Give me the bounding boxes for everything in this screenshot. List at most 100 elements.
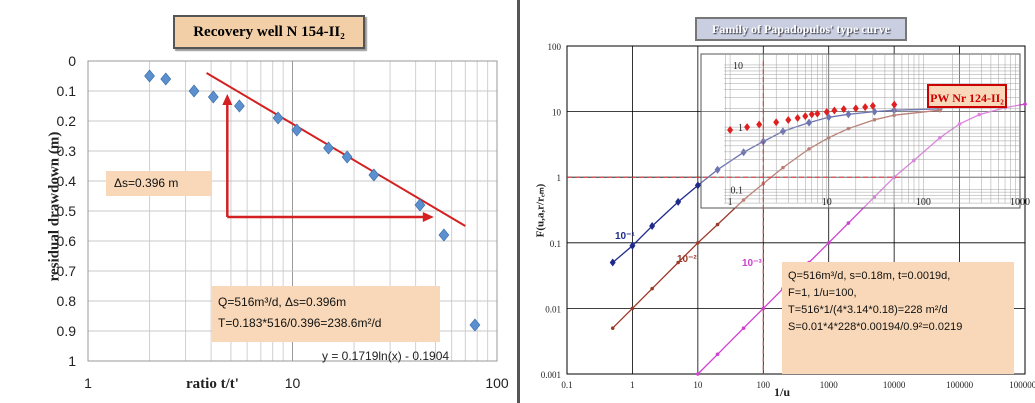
curve-point <box>977 112 982 117</box>
curve-point <box>694 181 701 190</box>
curve-point <box>761 306 766 311</box>
data-point <box>207 90 219 104</box>
curve-point <box>715 352 720 357</box>
inset-data-point <box>785 116 792 125</box>
y-tick-label: 0.9 <box>57 323 77 339</box>
data-point <box>188 84 200 98</box>
curve-label-2: 10⁻² <box>677 254 697 265</box>
inset-data-point <box>869 101 876 110</box>
inset-y-tick-label: 0.1 <box>731 185 744 196</box>
pw-label: PW Nr 124-II₂ <box>927 84 1007 108</box>
panel-divider <box>517 0 520 403</box>
inset-x-tick-label: 1000 <box>1010 197 1030 208</box>
calc-line-1: Q=516m³/d, s=0.18m, t=0.0019d, <box>788 270 951 282</box>
calc-line-2: F=1, 1/u=100, <box>788 287 857 299</box>
inset-x-tick-label: 100 <box>916 197 931 208</box>
type-curve-title: Family of Papadopulos' type curve <box>695 17 907 41</box>
curve-point <box>957 122 962 126</box>
y-tick-label: 0.1 <box>550 239 561 249</box>
curve-point <box>807 147 811 151</box>
inset-data-point <box>794 114 801 123</box>
inset-y-tick-label: 1 <box>738 123 743 134</box>
data-point <box>291 123 303 137</box>
x-tick-label: 10000 <box>883 380 906 390</box>
data-point <box>272 111 284 125</box>
calc-line-1: Q=516m³/d, Δs=0.396m <box>218 295 347 309</box>
x-tick-label: 1 <box>84 375 92 391</box>
x-tick-label: 100000 <box>946 380 974 390</box>
curve-point <box>715 222 720 227</box>
y-tick-label: 0.01 <box>545 304 561 314</box>
curve-point <box>630 306 635 311</box>
recovery-chart-svg: 0 0.1 0.2 0.3 0.4 0.5 0.6 0.7 0.8 0.9 11 10 100 <box>57 53 509 391</box>
data-point <box>341 150 353 164</box>
curve-point <box>714 165 721 174</box>
trend-line <box>206 72 466 227</box>
plot-frame <box>566 45 1026 375</box>
y-tick-label: 1 <box>68 353 76 369</box>
data-point <box>368 168 380 182</box>
data-point <box>323 141 334 155</box>
type-curve-panel: 100 10 1 0.1 0.01 0.001 0.1 1 10 100 1000 10000 1000… <box>520 0 1035 403</box>
x-tick-label: 100 <box>485 375 509 391</box>
curve-point <box>610 326 615 330</box>
y-axis-title: F(u,a,r/rₑₘ) <box>534 183 547 238</box>
data-point <box>234 99 245 113</box>
trendline-equation: y = 0.1719ln(x) - 0.1904 <box>322 349 450 363</box>
y-tick-label: 0.8 <box>57 293 77 309</box>
data-point <box>469 318 481 332</box>
recovery-chart-panel: 0 0.1 0.2 0.3 0.4 0.5 0.6 0.7 0.8 0.9 1 1 10 100 Reco… <box>0 0 517 403</box>
inset-data-point <box>823 108 830 117</box>
curve-point <box>741 326 746 330</box>
parameter-calc-box: Q=516m³/d, s=0.18m, t=0.0019d, F=1, 1/u=… <box>782 262 1014 374</box>
curve-point <box>872 117 877 122</box>
data-point <box>414 198 426 212</box>
curve-point <box>806 118 813 127</box>
y-tick-label: 0.001 <box>541 370 561 380</box>
y-tick-label: 0.6 <box>57 233 77 249</box>
curve-point <box>781 165 785 170</box>
inset-data-point <box>744 123 751 132</box>
y-tick-label: 0.2 <box>57 113 77 129</box>
curve-point <box>649 222 656 231</box>
curve-point <box>696 372 700 376</box>
curve-point <box>845 110 852 119</box>
recovery-chart-title: Recovery well N 154-II₂ <box>173 15 365 49</box>
curve-label-1: 10⁻¹ <box>615 231 635 242</box>
y-tick-label: 0.7 <box>57 263 77 279</box>
curve-point <box>675 197 682 206</box>
inset-data-point <box>773 118 780 127</box>
arrowhead-right <box>422 212 434 222</box>
arrowhead-up <box>222 94 233 105</box>
curve-point <box>1023 102 1027 106</box>
curve-point <box>740 148 747 157</box>
calc-line-4: S=0.01*4*228*0.00194/0.9²=0.0219 <box>788 321 963 333</box>
y-tick-label: 0.4 <box>57 173 77 189</box>
x-tick-label: 1000 <box>820 380 839 390</box>
y-tick-label: 0 <box>68 53 76 69</box>
inset-data-point <box>852 104 859 113</box>
inset-x-tick-label: 1 <box>728 197 733 208</box>
plot-frame <box>87 60 498 362</box>
curve-point <box>629 241 636 250</box>
x-tick-label: 1000000 <box>1009 380 1035 390</box>
data-point <box>438 228 450 242</box>
inset-data-point <box>727 125 734 134</box>
x-axis-title: ratio t/t' <box>186 376 239 392</box>
y-tick-label: 10 <box>552 108 562 118</box>
curve-label-3: 10⁻³ <box>742 258 762 269</box>
inset-data-point <box>831 106 838 115</box>
inset-data-point <box>814 109 821 118</box>
inset-y-tick-label: 10 <box>733 61 743 72</box>
delta-s-annotation: Δs=0.396 m <box>106 171 212 196</box>
x-axis-title: 1/u <box>774 385 791 399</box>
curve-point <box>650 286 654 291</box>
y-tick-label: 0.3 <box>57 143 77 159</box>
data-point <box>144 69 155 83</box>
inset-data-point <box>808 110 815 119</box>
inset-x-tick-label: 10 <box>822 197 832 208</box>
x-tick-label: 0.1 <box>561 380 572 390</box>
curve-point <box>872 195 877 199</box>
inset-data-point <box>756 120 763 129</box>
